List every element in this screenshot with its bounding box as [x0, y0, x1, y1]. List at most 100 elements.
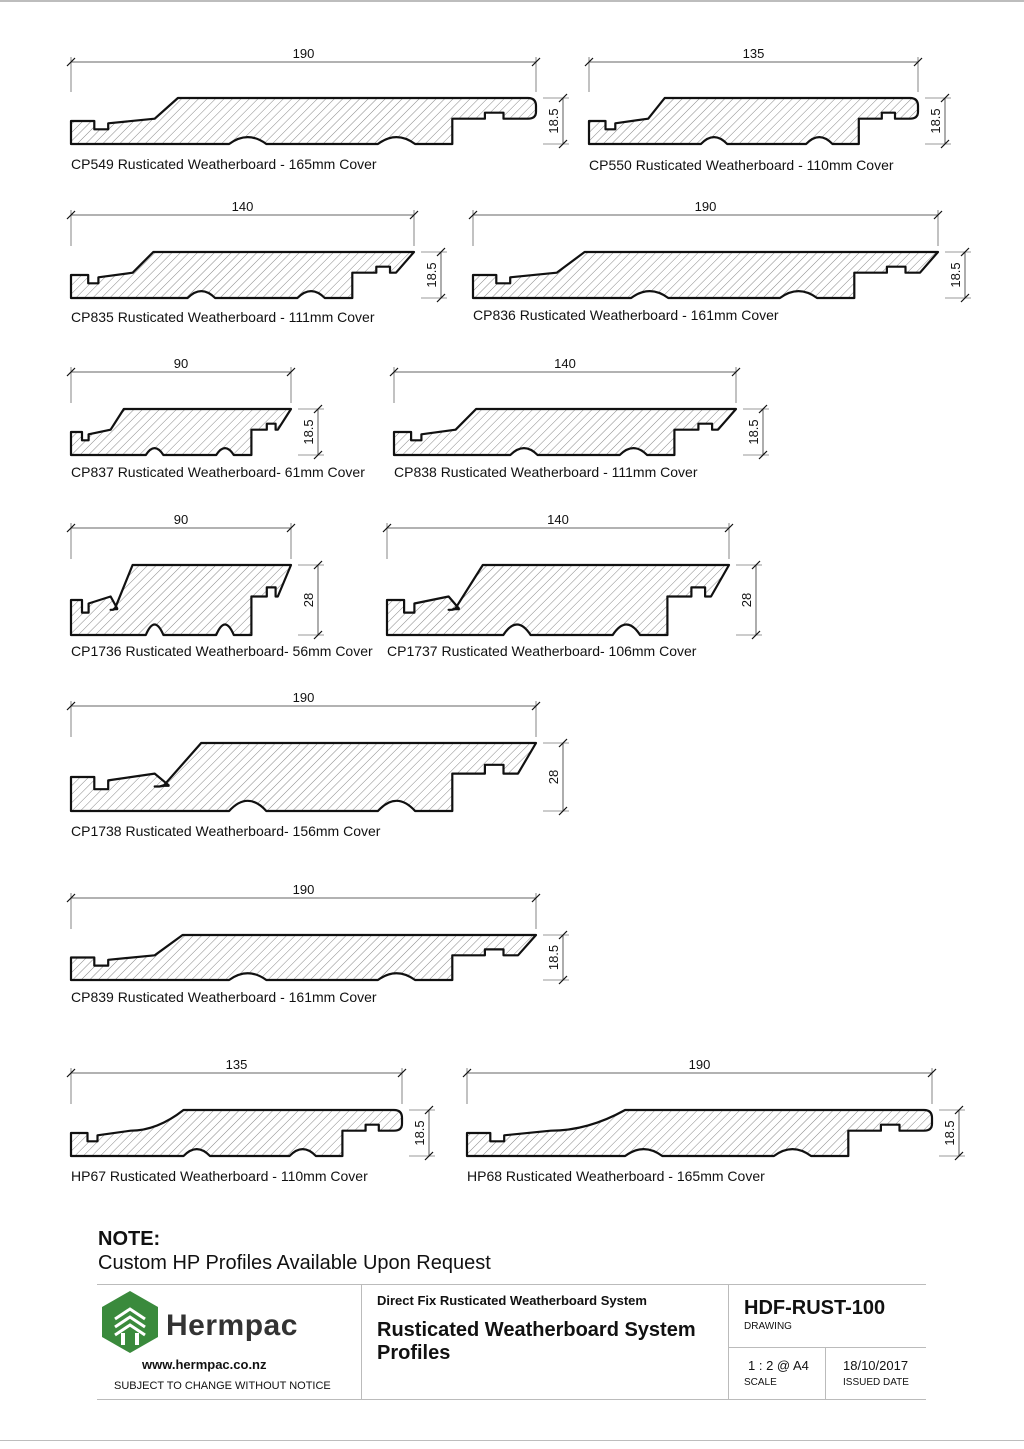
- title-block-divider: [728, 1285, 729, 1399]
- profile-caption-cp549: CP549 Rusticated Weatherboard - 165mm Co…: [71, 156, 377, 172]
- profile-caption-cp550: CP550 Rusticated Weatherboard - 110mm Co…: [589, 157, 894, 173]
- width-label-hp67: 135: [226, 1057, 248, 1072]
- bottom-border: [0, 1440, 1024, 1441]
- profile-caption-cp839: CP839 Rusticated Weatherboard - 161mm Co…: [71, 989, 377, 1005]
- thickness-dimension-cp550: 18.5: [925, 93, 951, 149]
- profile-section-cp839: [69, 933, 538, 982]
- title-block: Hermpac www.hermpac.co.nz SUBJECT TO CHA…: [97, 1284, 926, 1400]
- thickness-label-cp836: 18.5: [948, 262, 963, 287]
- thickness-label-cp1737: 28: [739, 593, 754, 607]
- width-label-cp1736: 90: [174, 512, 188, 527]
- width-dimension-cp835: 140: [66, 199, 419, 246]
- profile-section-hp67: [69, 1108, 404, 1158]
- profile-caption-cp838: CP838 Rusticated Weatherboard - 111mm Co…: [394, 464, 698, 480]
- issued-date-label: ISSUED DATE: [843, 1377, 909, 1388]
- thickness-label-cp835: 18.5: [424, 262, 439, 287]
- profile-caption-cp837: CP837 Rusticated Weatherboard- 61mm Cove…: [71, 464, 365, 480]
- brand-name: Hermpac: [166, 1309, 298, 1342]
- thickness-dimension-hp68: 18.5: [939, 1105, 965, 1161]
- width-label-cp549: 190: [293, 46, 315, 61]
- width-dimension-cp549: 190: [66, 46, 541, 92]
- profile-cp550: 135 18.5: [584, 46, 951, 149]
- width-dimension-cp836: 190: [468, 199, 943, 246]
- width-label-cp1738: 190: [293, 690, 315, 705]
- profile-section-cp837: [69, 407, 293, 457]
- thickness-label-cp837: 18.5: [301, 419, 316, 444]
- thickness-dimension-hp67: 18.5: [409, 1105, 435, 1161]
- width-dimension-cp550: 135: [584, 46, 923, 92]
- width-dimension-cp837: 90: [66, 356, 296, 403]
- title-block-divider: [361, 1285, 362, 1399]
- width-label-cp835: 140: [232, 199, 254, 214]
- width-label-cp836: 190: [695, 199, 717, 214]
- width-dimension-cp1737: 140: [382, 512, 734, 559]
- profile-section-cp836: [471, 250, 940, 300]
- profile-caption-cp1736: CP1736 Rusticated Weatherboard- 56mm Cov…: [71, 643, 373, 659]
- thickness-label-hp67: 18.5: [412, 1120, 427, 1145]
- note-text: Custom HP Profiles Available Upon Reques…: [98, 1252, 491, 1274]
- scale-label: SCALE: [744, 1377, 777, 1388]
- website-link[interactable]: www.hermpac.co.nz: [142, 1357, 267, 1372]
- width-dimension-cp1738: 190: [66, 690, 541, 737]
- profile-caption-cp835: CP835 Rusticated Weatherboard - 111mm Co…: [71, 309, 375, 325]
- width-label-hp68: 190: [689, 1057, 711, 1072]
- thickness-dimension-cp1736: 28: [298, 560, 324, 640]
- thickness-label-cp839: 18.5: [546, 945, 561, 970]
- profile-caption-cp1737: CP1737 Rusticated Weatherboard- 106mm Co…: [387, 643, 697, 659]
- width-label-cp1737: 140: [547, 512, 569, 527]
- width-dimension-hp68: 190: [462, 1057, 937, 1104]
- profile-section-cp835: [69, 250, 416, 300]
- width-label-cp839: 190: [293, 882, 315, 897]
- thickness-label-cp550: 18.5: [928, 108, 943, 133]
- profile-cp549: 190 18.5: [66, 46, 569, 149]
- thickness-dimension-cp1737: 28: [736, 560, 762, 640]
- width-label-cp550: 135: [743, 46, 765, 61]
- thickness-label-cp1738: 28: [546, 770, 561, 784]
- profile-cp837: 90 18.5: [66, 356, 324, 460]
- profile-caption-cp836: CP836 Rusticated Weatherboard - 161mm Co…: [473, 307, 779, 323]
- profile-cp836: 190 18.5: [468, 199, 971, 303]
- profile-section-hp68: [465, 1108, 934, 1158]
- width-dimension-cp1736: 90: [66, 512, 296, 559]
- system-name: Direct Fix Rusticated Weatherboard Syste…: [377, 1293, 647, 1308]
- thickness-label-cp1736: 28: [301, 593, 316, 607]
- thickness-label-cp549: 18.5: [546, 108, 561, 133]
- note-heading: NOTE:: [98, 1228, 161, 1250]
- profile-hp67: 135 18.5: [66, 1057, 435, 1161]
- hermpac-logo-icon: [102, 1291, 158, 1353]
- thickness-dimension-cp839: 18.5: [543, 930, 569, 985]
- thickness-dimension-cp838: 18.5: [743, 404, 769, 460]
- drawing-label: DRAWING: [744, 1321, 792, 1332]
- scale-value: 1 : 2 @ A4: [748, 1358, 809, 1373]
- profiles-drawing: 190 18.5 135 18.5 140 18.5 190 18.5 90 18.5 140 18.…: [66, 46, 971, 1161]
- thickness-dimension-cp1738: 28: [543, 738, 569, 816]
- width-dimension-cp839: 190: [66, 882, 541, 929]
- thickness-dimension-cp835: 18.5: [421, 247, 447, 303]
- drawing-title: Rusticated Weatherboard System Profiles: [377, 1319, 696, 1364]
- profile-caption-hp68: HP68 Rusticated Weatherboard - 165mm Cov…: [467, 1168, 765, 1184]
- thickness-label-hp68: 18.5: [942, 1120, 957, 1145]
- profile-cp838: 140 18.5: [389, 356, 769, 460]
- width-label-cp837: 90: [174, 356, 188, 371]
- width-dimension-cp838: 140: [389, 356, 741, 403]
- profile-caption-hp67: HP67 Rusticated Weatherboard - 110mm Cov…: [71, 1168, 368, 1184]
- issued-date: 18/10/2017: [843, 1358, 909, 1373]
- profile-cp835: 140 18.5: [66, 199, 447, 303]
- profile-section-cp1737: [385, 563, 731, 637]
- disclaimer-text: SUBJECT TO CHANGE WITHOUT NOTICE: [114, 1380, 331, 1392]
- profile-section-cp838: [392, 407, 738, 457]
- profile-cp1737: 140 28: [382, 512, 762, 640]
- width-dimension-hp67: 135: [66, 1057, 407, 1104]
- profile-cp1736: 90 28: [66, 512, 324, 640]
- profile-caption-cp1738: CP1738 Rusticated Weatherboard- 156mm Co…: [71, 823, 381, 839]
- thickness-dimension-cp836: 18.5: [945, 247, 971, 303]
- profile-cp839: 190 18.5: [66, 882, 569, 985]
- profile-section-cp1736: [69, 563, 293, 637]
- title-block-divider: [825, 1347, 826, 1399]
- profile-section-cp1738: [69, 741, 538, 813]
- width-label-cp838: 140: [554, 356, 576, 371]
- drawing-number: HDF-RUST-100: [744, 1297, 886, 1319]
- thickness-label-cp838: 18.5: [746, 419, 761, 444]
- profile-section-cp549: [69, 96, 538, 146]
